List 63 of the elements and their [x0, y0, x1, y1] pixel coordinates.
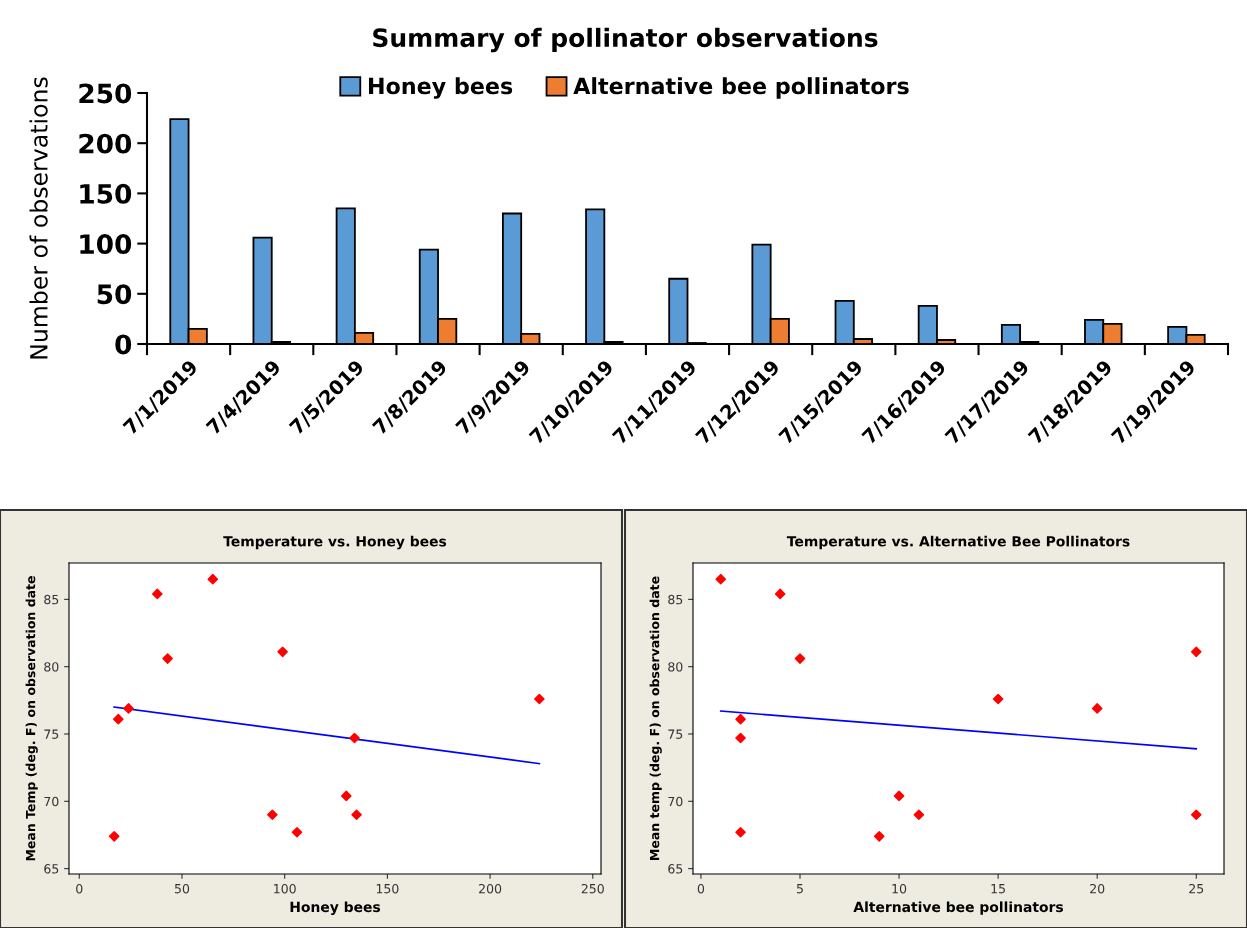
point [873, 831, 885, 842]
y-tick-label: 250 [79, 83, 132, 104]
point [774, 588, 786, 600]
x-axis-title: Alternative bee pollinators [853, 901, 1064, 915]
point [715, 573, 727, 585]
point [162, 653, 173, 664]
point [351, 809, 362, 821]
x-tick-label: 100 [274, 883, 296, 894]
point [735, 713, 746, 725]
y-tick-label: 150 [80, 183, 132, 204]
y-tick-label: 50 [97, 284, 132, 305]
y-tick-label: 65 [668, 864, 683, 874]
point [123, 703, 134, 714]
y-tick-label: 70 [44, 796, 59, 807]
y-tick-label: 80 [668, 662, 683, 672]
y-axis-title: Mean Temp (deg. F) on observation date [25, 576, 38, 861]
point [152, 588, 163, 600]
x-tick-label: 150 [376, 883, 399, 894]
y-tick-label: 85 [668, 594, 683, 605]
x-tick-label: 20 [1090, 883, 1105, 894]
point [267, 809, 278, 821]
chart-title: Temperature vs. Honey bees [223, 535, 447, 550]
x-tick-label: 5 [796, 884, 803, 894]
point [735, 732, 746, 744]
y-tick-label: 75 [668, 729, 683, 739]
y-tick-label: 85 [44, 594, 59, 605]
x-tick-label: 200 [479, 883, 502, 894]
legend-label: Alternative bee pollinators [573, 77, 909, 99]
x-tick-label: 15 [991, 884, 1005, 894]
y-tick-label: 80 [44, 662, 59, 672]
x-tick-label: 25 [1189, 883, 1204, 894]
point [349, 732, 360, 744]
point [291, 826, 303, 838]
point [108, 831, 120, 842]
point [913, 809, 925, 821]
y-tick-label: 70 [668, 796, 683, 807]
point [893, 790, 905, 802]
chart-title: Summary of pollinator observations [373, 27, 878, 53]
y-tick-label: 75 [44, 729, 59, 739]
point [277, 646, 288, 658]
y-tick-label: 0 [115, 334, 132, 355]
y-axis-title: Mean temp (deg. F) on observation date [649, 576, 662, 860]
y-tick-label: 200 [79, 133, 132, 154]
point [112, 713, 124, 725]
y-axis-title: Number of observations [29, 77, 48, 359]
point [735, 826, 746, 838]
point [1190, 809, 1202, 821]
x-tick-label: 250 [581, 883, 604, 894]
x-tick-label: 0 [697, 883, 705, 894]
point [534, 693, 545, 705]
x-tick-label: 10 [892, 883, 907, 894]
point [1091, 703, 1103, 714]
legend-label: Honey bees [368, 77, 513, 99]
x-axis-title: Honey bees [290, 901, 381, 915]
chart-title: Temperature vs. Alternative Bee Pollinators [786, 535, 1130, 550]
point [207, 573, 219, 585]
x-tick-label: 50 [174, 883, 190, 894]
point [340, 790, 352, 802]
point [992, 693, 1004, 705]
point [794, 653, 806, 664]
y-tick-label: 65 [44, 864, 59, 874]
y-tick-label: 100 [80, 234, 132, 254]
point [1190, 646, 1202, 658]
